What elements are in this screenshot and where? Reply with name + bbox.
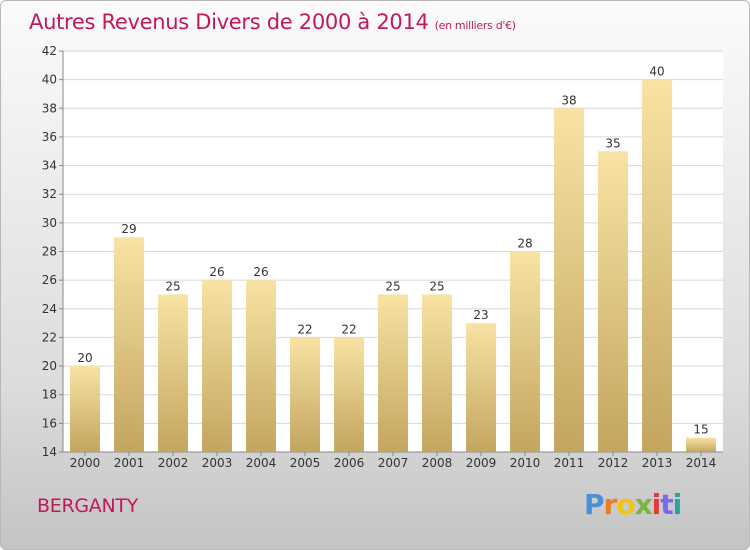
y-tick-label: 30 [42,216,57,230]
bar [686,437,716,452]
bar-value-label: 26 [209,265,224,279]
bar [114,237,144,452]
bar-value-label: 26 [253,265,268,279]
logo-letter: t [660,488,673,521]
bar-value-label: 25 [385,279,400,293]
bar-value-label: 25 [165,279,180,293]
x-tick-label: 2010 [510,456,541,470]
x-tick-label: 2000 [70,456,101,470]
x-tick-label: 2004 [246,456,277,470]
y-tick-label: 24 [42,302,57,316]
bar [202,280,232,452]
y-tick-label: 36 [42,130,57,144]
x-tick-label: 2011 [554,456,585,470]
bar [642,79,672,453]
x-tick-label: 2014 [686,456,717,470]
bar-value-label: 28 [517,237,532,251]
logo-letter: x [634,488,653,521]
bar [158,294,188,452]
bar-value-label: 15 [693,423,708,437]
bar [378,294,408,452]
bar [422,294,452,452]
bar-value-label: 20 [77,351,92,365]
x-tick-label: 2006 [334,456,365,470]
bar-value-label: 22 [297,322,312,336]
x-tick-label: 2013 [642,456,673,470]
commune-name: BERGANTY [37,495,138,517]
bar [554,108,584,453]
bar [510,251,540,452]
bar [334,337,364,452]
bar-value-label: 22 [341,322,356,336]
y-tick-label: 38 [42,101,57,115]
bar-value-label: 38 [561,93,576,107]
bar-value-label: 29 [121,222,136,236]
bar-value-label: 25 [429,279,444,293]
chart-unit-label: (en milliers d'€) [434,19,516,32]
x-tick-label: 2012 [598,456,629,470]
logo-letter: i [672,488,683,521]
chart-title: Autres Revenus Divers de 2000 à 2014 (en … [29,10,516,34]
y-tick-label: 14 [42,445,57,459]
bar-value-label: 23 [473,308,488,322]
bar-value-label: 40 [649,65,664,79]
x-tick-label: 2009 [466,456,497,470]
x-tick-label: 2007 [378,456,409,470]
bar [466,323,496,452]
proxiti-logo[interactable]: Proxiti [584,488,683,521]
y-tick-label: 32 [42,187,57,201]
bar-value-label: 35 [605,136,620,150]
y-tick-label: 28 [42,245,57,259]
logo-letter: P [584,488,605,521]
y-tick-label: 42 [42,44,57,58]
y-tick-label: 18 [42,388,57,402]
y-tick-label: 20 [42,359,57,373]
y-tick-label: 40 [42,73,57,87]
logo-letter: i [651,488,662,521]
logo-letter: o [616,488,635,521]
chart-title-text: Autres Revenus Divers de 2000 à 2014 [29,10,429,34]
y-tick-label: 22 [42,330,57,344]
bar [598,151,628,452]
bar [246,280,276,452]
y-tick-label: 16 [42,416,57,430]
x-tick-label: 2005 [290,456,321,470]
y-tick-label: 34 [42,159,57,173]
x-tick-label: 2008 [422,456,453,470]
bar [290,337,320,452]
x-tick-label: 2003 [202,456,233,470]
logo-letter: r [603,488,618,521]
x-tick-label: 2001 [114,456,145,470]
y-tick-label: 26 [42,273,57,287]
bar [70,366,100,452]
x-tick-label: 2002 [158,456,189,470]
